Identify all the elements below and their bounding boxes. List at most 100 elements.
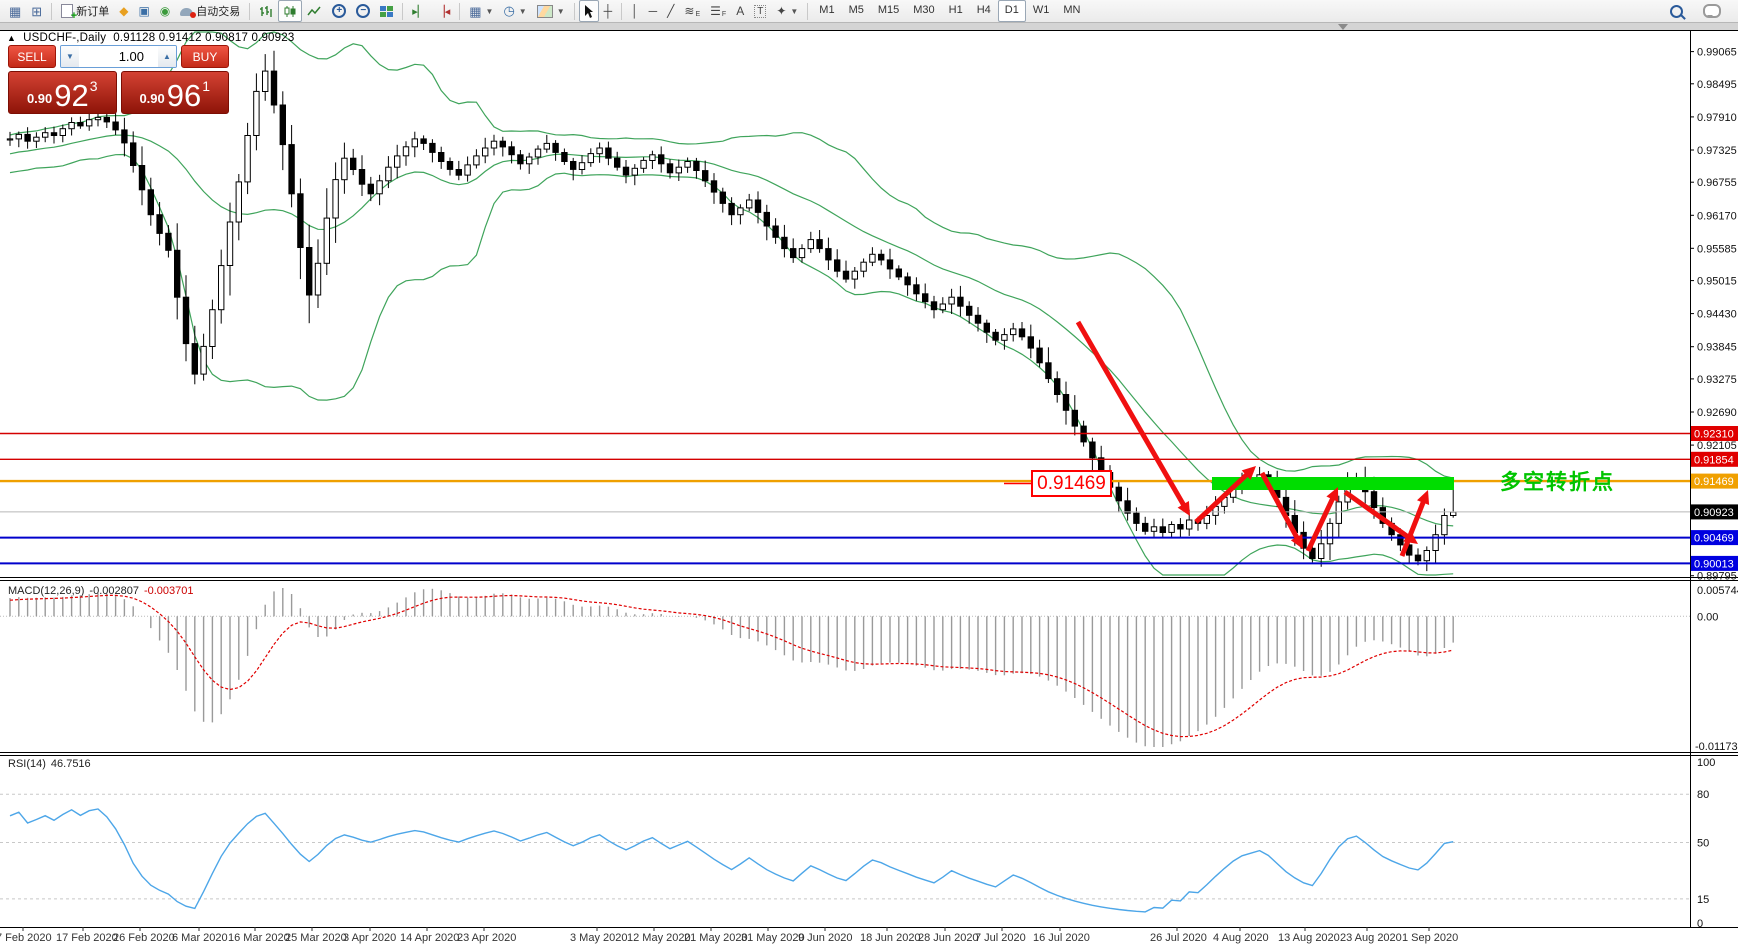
shapes-icon: ✦ bbox=[776, 4, 787, 18]
timeframe-button-H1[interactable]: H1 bbox=[948, 4, 963, 16]
shapes-dropdown[interactable]: ✦ ▼ bbox=[771, 0, 803, 22]
new-order-button[interactable]: 新订单 bbox=[56, 0, 114, 22]
toolbar-separator bbox=[573, 2, 575, 20]
toolbar: ▦ ⊞ 新订单 ◆ ▣ ◉ 自动交易 + − ▸▏ ▕◂ ▦ bbox=[0, 0, 1738, 23]
toolbar-separator bbox=[51, 2, 53, 20]
metaeditor-icon: ◆ bbox=[119, 3, 129, 18]
price-level-annotation-box[interactable]: 0.91469 bbox=[1031, 470, 1112, 497]
auto-scroll-button[interactable]: ▸▏ bbox=[407, 0, 431, 22]
add-chart-icon: ▦ bbox=[469, 3, 482, 19]
volume-value[interactable]: 1.00 bbox=[118, 49, 144, 64]
zoom-in-button[interactable]: + bbox=[327, 0, 351, 22]
timeframe-button-M1[interactable]: M1 bbox=[819, 4, 835, 16]
new-chart-button[interactable]: ▦ bbox=[4, 0, 26, 22]
horizontal-line-icon: ─ bbox=[648, 4, 658, 18]
new-order-label: 新订单 bbox=[76, 6, 110, 18]
terminal-button[interactable]: ▣ bbox=[133, 0, 154, 22]
search-button[interactable] bbox=[1665, 0, 1688, 22]
buy-price-prefix: 0.90 bbox=[139, 91, 165, 106]
timeframe-button-MN[interactable]: MN bbox=[1063, 4, 1081, 16]
indicators-dropdown[interactable]: ▼ bbox=[532, 0, 570, 22]
sell-button[interactable]: SELL bbox=[8, 45, 56, 68]
fibonacci-tool-button[interactable]: ☰ F bbox=[710, 4, 727, 18]
period-clock-dropdown[interactable]: ◷ ▼ bbox=[498, 0, 531, 22]
chevron-down-icon: ▼ bbox=[66, 52, 74, 61]
toolbar-separator bbox=[807, 2, 809, 20]
chart-shift-marker-icon bbox=[1338, 24, 1348, 30]
chevron-down-icon: ▼ bbox=[518, 6, 527, 16]
chat-button[interactable] bbox=[1698, 0, 1726, 22]
horizontal-line-tool-button[interactable]: ─ bbox=[644, 0, 663, 22]
candlesticks bbox=[6, 50, 1457, 572]
price-axis[interactable]: 0.99065 0.98495 0.97910 0.97325 0.96755 0.961… bbox=[1690, 47, 1738, 583]
buy-price-display[interactable]: 0.90 96 1 bbox=[120, 71, 229, 114]
svg-text:0.90469: 0.90469 bbox=[1694, 533, 1734, 545]
metaeditor-button[interactable]: ◆ bbox=[114, 0, 133, 22]
add-chart-dropdown[interactable]: ▦ ▼ bbox=[464, 0, 498, 22]
candlestick-button[interactable] bbox=[278, 0, 303, 22]
bar-chart-button[interactable] bbox=[254, 0, 278, 22]
zoom-out-button[interactable]: − bbox=[351, 0, 375, 22]
auto-scroll-icon: ▸▏ bbox=[412, 5, 427, 18]
timeframe-button-H4[interactable]: H4 bbox=[976, 4, 991, 16]
cursor-icon bbox=[584, 4, 593, 18]
volume-down-button[interactable]: ▼ bbox=[61, 46, 79, 67]
svg-text:0: 0 bbox=[1697, 918, 1703, 930]
crosshair-icon: ┼ bbox=[603, 4, 613, 18]
line-chart-button[interactable] bbox=[302, 0, 327, 22]
turning-point-annotation-text[interactable]: 多空转折点 bbox=[1500, 471, 1615, 494]
workspace-gap bbox=[0, 23, 1738, 30]
timeframe-group: M1 M5 M15 M30 H1 H4 D1 W1 MN bbox=[812, 0, 1087, 22]
buy-button[interactable]: BUY bbox=[181, 45, 229, 68]
svg-text:15: 15 bbox=[1697, 894, 1709, 906]
toolbar-separator bbox=[249, 2, 251, 20]
autotrading-icon bbox=[180, 8, 197, 18]
autotrading-button[interactable]: 自动交易 bbox=[175, 0, 245, 22]
volume-up-button[interactable]: ▲ bbox=[158, 46, 176, 67]
tile-windows-button[interactable] bbox=[375, 0, 398, 22]
macd-signal-value: -0.003701 bbox=[143, 585, 194, 597]
trendline-icon: ╱ bbox=[667, 4, 675, 18]
timeframe-button-D1[interactable]: D1 bbox=[997, 0, 1026, 22]
signals-button[interactable]: ◉ bbox=[155, 0, 175, 22]
time-axis-ticks[interactable] bbox=[22, 927, 1430, 931]
svg-text:0.91469: 0.91469 bbox=[1694, 476, 1734, 488]
vertical-line-tool-button[interactable]: │ bbox=[626, 0, 644, 22]
timeframe-button-M5[interactable]: M5 bbox=[848, 4, 864, 16]
channel-tool-button[interactable]: ≋ E bbox=[684, 4, 701, 18]
text-tool-button[interactable]: A bbox=[731, 0, 749, 22]
svg-text:0.97910: 0.97910 bbox=[1697, 112, 1737, 124]
volume-stepper: ▼ 1.00 ▲ bbox=[60, 45, 177, 68]
trendline-tool-button[interactable]: ╱ bbox=[662, 0, 679, 22]
macd-name: MACD(12,26,9) bbox=[8, 585, 85, 597]
sell-price-display[interactable]: 0.90 92 3 bbox=[8, 71, 117, 114]
toolbar-separator bbox=[402, 2, 404, 20]
ohlc-readout: 0.91128 0.91412 0.90817 0.90923 bbox=[113, 32, 295, 44]
chevron-down-icon: ▼ bbox=[790, 6, 799, 16]
svg-text:0.92690: 0.92690 bbox=[1697, 407, 1737, 419]
svg-text:-0.011738: -0.011738 bbox=[1695, 741, 1738, 753]
chart-shift-button[interactable]: ▕◂ bbox=[431, 0, 455, 22]
vertical-line-icon: │ bbox=[631, 4, 639, 18]
timeframe-button-W1[interactable]: W1 bbox=[1032, 4, 1050, 16]
panel-collapse-arrow[interactable]: ▲ bbox=[7, 33, 17, 43]
crosshair-tool-button[interactable]: ┼ bbox=[599, 0, 618, 22]
rsi-value: 46.7516 bbox=[50, 758, 91, 770]
label-tool-button[interactable]: T bbox=[749, 0, 771, 22]
profiles-icon: ⊞ bbox=[31, 3, 43, 19]
chart-shift-icon: ▕◂ bbox=[436, 5, 451, 18]
timeframe-button-M30[interactable]: M30 bbox=[913, 4, 935, 16]
profiles-button[interactable]: ⊞ bbox=[26, 0, 47, 22]
chevron-down-icon: ▼ bbox=[556, 6, 565, 16]
rsi-indicator-label: RSI(14) 46.7516 bbox=[8, 758, 96, 770]
zoom-in-icon: + bbox=[332, 4, 347, 18]
new-order-icon bbox=[61, 4, 77, 22]
trend-arrows bbox=[1004, 320, 1430, 557]
svg-text:0.93845: 0.93845 bbox=[1697, 342, 1737, 354]
svg-text:0.005744: 0.005744 bbox=[1697, 585, 1738, 597]
timeframe-button-M15[interactable]: M15 bbox=[877, 4, 900, 16]
sell-price-pip: 3 bbox=[89, 78, 98, 94]
cursor-tool-button[interactable] bbox=[578, 0, 599, 22]
